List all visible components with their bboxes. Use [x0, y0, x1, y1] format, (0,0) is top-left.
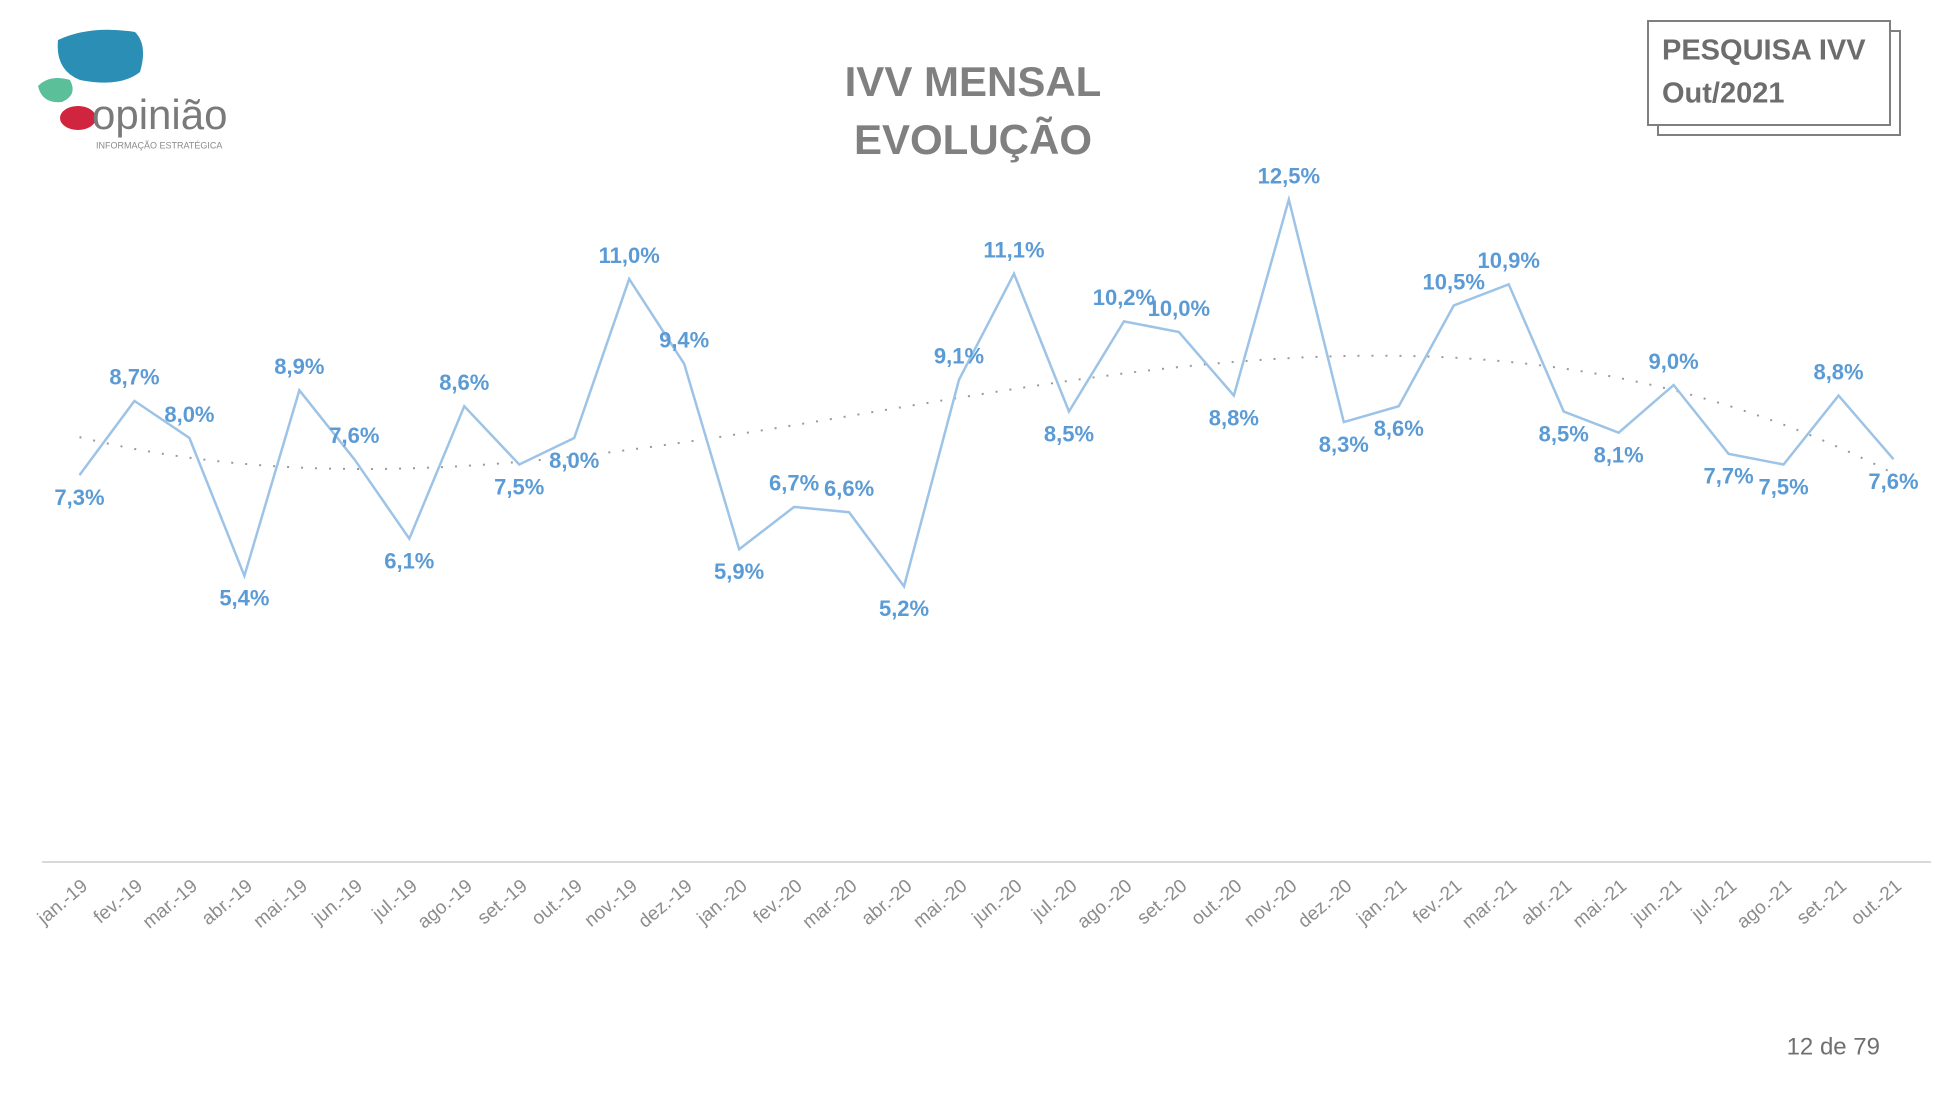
- line: [78, 194, 1895, 590]
- data-label: 5,9%: [714, 559, 764, 584]
- data-label: 7,5%: [1758, 474, 1808, 499]
- badge-box: [1647, 20, 1891, 126]
- logo-shape: [60, 106, 96, 130]
- data-label: 8,3%: [1319, 432, 1369, 457]
- x-tick-label: abr.-19: [198, 876, 257, 930]
- page-number: 12 de 79: [1787, 1033, 1880, 1060]
- data-label: 10,9%: [1478, 248, 1540, 273]
- x-tick-label: jan.-20: [693, 876, 752, 930]
- x-tick-label: jun.-19: [308, 876, 367, 930]
- badge-text: Out/2021: [1662, 78, 1785, 110]
- data-label: 5,4%: [219, 586, 269, 611]
- x-tick-label: out.-19: [528, 876, 587, 930]
- data-label: 9,0%: [1649, 349, 1699, 374]
- x-tick-label: mar.-21: [1458, 876, 1521, 933]
- data-label: 7,7%: [1704, 464, 1754, 489]
- data-label: 8,8%: [1209, 405, 1259, 430]
- x-tick-label: nov.-19: [581, 876, 642, 932]
- logo-shape: [38, 78, 73, 103]
- data-label: 8,7%: [109, 365, 159, 390]
- x-tick-label: abr.-21: [1517, 876, 1576, 930]
- x-tick-label: jan.-19: [33, 876, 92, 930]
- x-tick-label: mai.-20: [909, 876, 971, 933]
- x-tick-label: dez.-20: [1294, 876, 1356, 933]
- logo-tagline: INFORMAÇÃO ESTRATÉGICA: [96, 140, 222, 150]
- data-label: 8,0%: [549, 448, 599, 473]
- data-label: 8,6%: [439, 370, 489, 395]
- x-tick-label: set.-19: [474, 876, 532, 929]
- x-tick-label: jan.-21: [1352, 876, 1411, 930]
- logo: opinião INFORMAÇÃO ESTRATÉGICA: [38, 29, 227, 150]
- x-tick-label: mai.-19: [250, 876, 312, 933]
- x-tick-label: fev.-20: [750, 876, 807, 929]
- data-label: 5,2%: [879, 596, 929, 621]
- data-label: 10,0%: [1148, 296, 1210, 321]
- chart-title: IVV MENSAL: [845, 58, 1102, 105]
- x-tick-label: mar.-20: [799, 876, 862, 933]
- chart-title: EVOLUÇÃO: [854, 116, 1092, 163]
- data-label: 6,7%: [769, 471, 819, 496]
- data-label: 8,8%: [1813, 359, 1863, 384]
- badge: PESQUISA IVV Out/2021: [1647, 20, 1901, 136]
- logo-shape: [57, 29, 144, 83]
- logo-text: opinião: [92, 91, 227, 138]
- x-tick-label: set.-20: [1133, 876, 1191, 929]
- data-label: 8,5%: [1044, 421, 1094, 446]
- data-label: 8,6%: [1374, 416, 1424, 441]
- data-label: 7,5%: [494, 474, 544, 499]
- data-label: 10,2%: [1093, 285, 1155, 310]
- data-label: 8,5%: [1539, 421, 1589, 446]
- x-tick-label: mar.-19: [139, 876, 202, 933]
- x-tick-label: mai.-21: [1569, 876, 1631, 933]
- data-label: 7,6%: [329, 423, 379, 448]
- x-tick-label: jun.-20: [968, 876, 1027, 930]
- data-label: 8,9%: [274, 354, 324, 379]
- data-label: 6,6%: [824, 476, 874, 501]
- x-tick-label: fev.-19: [90, 876, 147, 929]
- data-label: 9,1%: [934, 344, 984, 369]
- x-tick-label: ago.-21: [1733, 876, 1796, 934]
- x-tick-label: ago.-19: [414, 876, 477, 934]
- x-tick-label: nov.-20: [1240, 876, 1301, 932]
- data-label: 12,5%: [1258, 163, 1320, 188]
- x-tick-label: fev.-21: [1409, 876, 1466, 929]
- data-label: 8,1%: [1594, 443, 1644, 468]
- badge-text: PESQUISA IVV: [1662, 35, 1866, 67]
- data-label: 6,1%: [384, 549, 434, 574]
- data-label: 11,0%: [599, 243, 660, 268]
- data-label: 8,0%: [164, 402, 214, 427]
- x-tick-label: dez.-19: [635, 876, 697, 933]
- data-label: 9,4%: [659, 328, 709, 353]
- data-label: 10,5%: [1423, 269, 1485, 294]
- x-tick-label: abr.-20: [858, 876, 917, 930]
- data-label: 7,6%: [1868, 469, 1918, 494]
- x-tick-label: out.-20: [1187, 876, 1246, 930]
- x-tick-label: jun.-21: [1627, 876, 1686, 930]
- data-label: 7,3%: [54, 485, 104, 510]
- x-tick-label: out.-21: [1847, 876, 1906, 930]
- data-label: 11,1%: [983, 238, 1044, 263]
- x-tick-label: ago.-20: [1073, 876, 1136, 934]
- x-tick-label: set.-21: [1793, 876, 1851, 929]
